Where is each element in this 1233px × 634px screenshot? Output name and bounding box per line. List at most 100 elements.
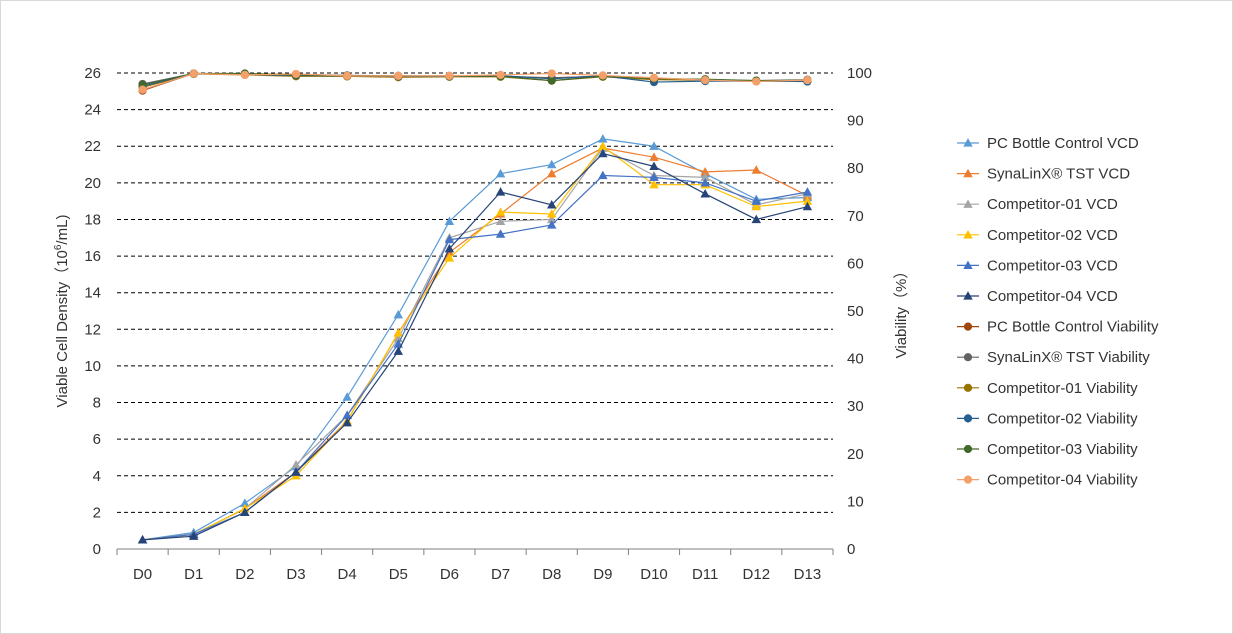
series-line — [142, 72, 808, 86]
data-point — [598, 148, 608, 158]
y-left-tick-label: 12 — [84, 321, 101, 338]
legend-item: PC Bottle Control Viability — [957, 319, 1159, 336]
y-right-tick-label: 40 — [847, 351, 864, 368]
data-point — [444, 253, 455, 262]
y-right-tick-label: 30 — [847, 398, 864, 415]
data-point — [496, 70, 505, 80]
data-point — [700, 178, 710, 187]
legend-label: Competitor-01 Viability — [987, 380, 1138, 397]
legend-swatch-marker — [963, 322, 973, 331]
y-right-tick-label: 70 — [847, 208, 864, 225]
data-point — [649, 179, 659, 189]
series-4 — [137, 170, 813, 544]
x-tick-label: D4 — [338, 566, 357, 583]
legend-label: Competitor-02 Viability — [987, 410, 1138, 427]
legend-label: Competitor-03 VCD — [987, 257, 1118, 274]
data-point — [547, 199, 557, 209]
x-tick-label: D11 — [692, 566, 718, 583]
data-point — [598, 134, 608, 143]
y-right-tick-label: 0 — [847, 541, 855, 558]
legend-swatch-marker — [963, 353, 973, 362]
series-11 — [138, 69, 812, 94]
data-point — [700, 189, 710, 198]
data-point — [803, 76, 812, 85]
y-right-tick-label: 80 — [847, 160, 864, 177]
data-point — [752, 77, 761, 86]
x-tick-label: D13 — [794, 566, 822, 583]
legend-swatch-marker — [963, 260, 973, 270]
legend-item: Competitor-04 VCD — [957, 288, 1118, 305]
legend-label: Competitor-02 VCD — [987, 227, 1118, 244]
data-point — [445, 71, 454, 80]
legend-label: PC Bottle Control VCD — [987, 135, 1139, 152]
legend: PC Bottle Control VCD SynaLinX® TST VCD Co… — [957, 135, 1159, 489]
y-right-tick-label: 50 — [847, 303, 864, 320]
y-left-tick-label: 4 — [93, 468, 101, 485]
legend-swatch-marker — [963, 229, 973, 239]
data-point — [802, 187, 813, 196]
data-point — [547, 220, 557, 229]
data-point — [444, 234, 455, 244]
data-point — [291, 467, 301, 476]
series-3 — [137, 141, 813, 544]
data-point — [547, 76, 556, 85]
series-1 — [137, 143, 813, 544]
series-2 — [137, 143, 813, 544]
x-tick-label: D7 — [491, 566, 510, 583]
data-point — [137, 535, 148, 544]
data-point — [189, 531, 199, 540]
x-tick-label: D9 — [593, 566, 612, 583]
y-left-tick-label: 24 — [84, 102, 101, 119]
legend-item: Competitor-04 Viability — [957, 472, 1138, 489]
series-5 — [137, 148, 813, 544]
data-point — [598, 71, 607, 80]
y-right-tick-label: 60 — [847, 255, 864, 272]
series-line — [142, 152, 808, 541]
series-line — [142, 174, 808, 541]
data-point — [291, 69, 301, 79]
y-left-tick-label: 26 — [84, 65, 101, 82]
y-right-axis-title: Viability（%） — [893, 264, 910, 359]
series-line — [142, 138, 808, 541]
x-tick-label: D12 — [743, 566, 771, 583]
x-tick-label: D5 — [389, 566, 408, 583]
data-point — [342, 417, 352, 427]
data-point — [138, 85, 147, 94]
legend-swatch-marker — [963, 475, 973, 484]
data-point — [393, 328, 403, 337]
series-line — [142, 145, 808, 541]
legend-label: SynaLinX® TST VCD — [987, 166, 1130, 183]
data-point — [240, 70, 249, 80]
data-point — [751, 214, 761, 224]
data-point — [751, 165, 761, 174]
legend-label: PC Bottle Control Viability — [987, 319, 1159, 336]
data-point — [751, 201, 761, 211]
data-point — [547, 209, 557, 218]
legend-label: Competitor-01 VCD — [987, 196, 1118, 213]
y-right-tick-label: 10 — [847, 493, 864, 510]
data-point — [495, 207, 506, 216]
data-point — [649, 172, 659, 182]
y-left-tick-label: 2 — [93, 504, 101, 521]
legend-label: Competitor-04 Viability — [987, 472, 1138, 489]
legend-item: Competitor-03 Viability — [957, 441, 1138, 458]
y-right-tick-label: 20 — [847, 446, 864, 463]
y-left-tick-label: 0 — [93, 541, 101, 558]
legend-swatch-marker — [963, 168, 973, 178]
data-point — [444, 243, 455, 253]
legend-item: SynaLinX® TST Viability — [957, 349, 1150, 366]
legend-swatch-marker — [963, 383, 973, 392]
data-point — [649, 141, 659, 150]
legend-item: Competitor-01 VCD — [957, 196, 1118, 213]
legend-label: Competitor-03 Viability — [987, 441, 1138, 458]
legend-item: SynaLinX® TST VCD — [957, 166, 1130, 183]
data-point — [598, 170, 608, 180]
y-left-tick-label: 8 — [93, 395, 101, 412]
legend-item: Competitor-03 VCD — [957, 257, 1118, 274]
y-left-axis-title-superscript: 6 — [53, 244, 64, 250]
legend-label: SynaLinX® TST Viability — [987, 349, 1150, 366]
data-point — [649, 152, 659, 161]
data-point — [343, 71, 352, 80]
y-left-tick-label: 16 — [84, 248, 101, 265]
